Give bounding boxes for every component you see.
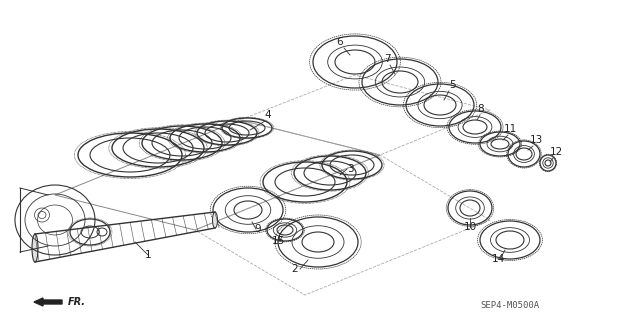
Text: 14: 14 (492, 254, 504, 264)
Text: 15: 15 (271, 236, 285, 246)
Text: 2: 2 (292, 264, 298, 274)
Text: 6: 6 (337, 37, 343, 47)
Ellipse shape (212, 212, 218, 228)
Text: 12: 12 (549, 147, 563, 157)
Text: 8: 8 (477, 104, 484, 114)
Text: 1: 1 (145, 250, 151, 260)
FancyArrow shape (34, 298, 62, 306)
Text: 11: 11 (504, 124, 516, 134)
Text: SEP4-M0500A: SEP4-M0500A (480, 301, 539, 310)
Text: 13: 13 (529, 135, 543, 145)
Text: 10: 10 (463, 222, 477, 232)
Ellipse shape (32, 234, 38, 262)
Text: 3: 3 (347, 164, 353, 174)
Text: 5: 5 (449, 80, 455, 90)
Text: 4: 4 (265, 110, 271, 120)
Text: 9: 9 (255, 224, 261, 234)
Text: FR.: FR. (68, 297, 86, 307)
Text: 7: 7 (384, 54, 390, 64)
